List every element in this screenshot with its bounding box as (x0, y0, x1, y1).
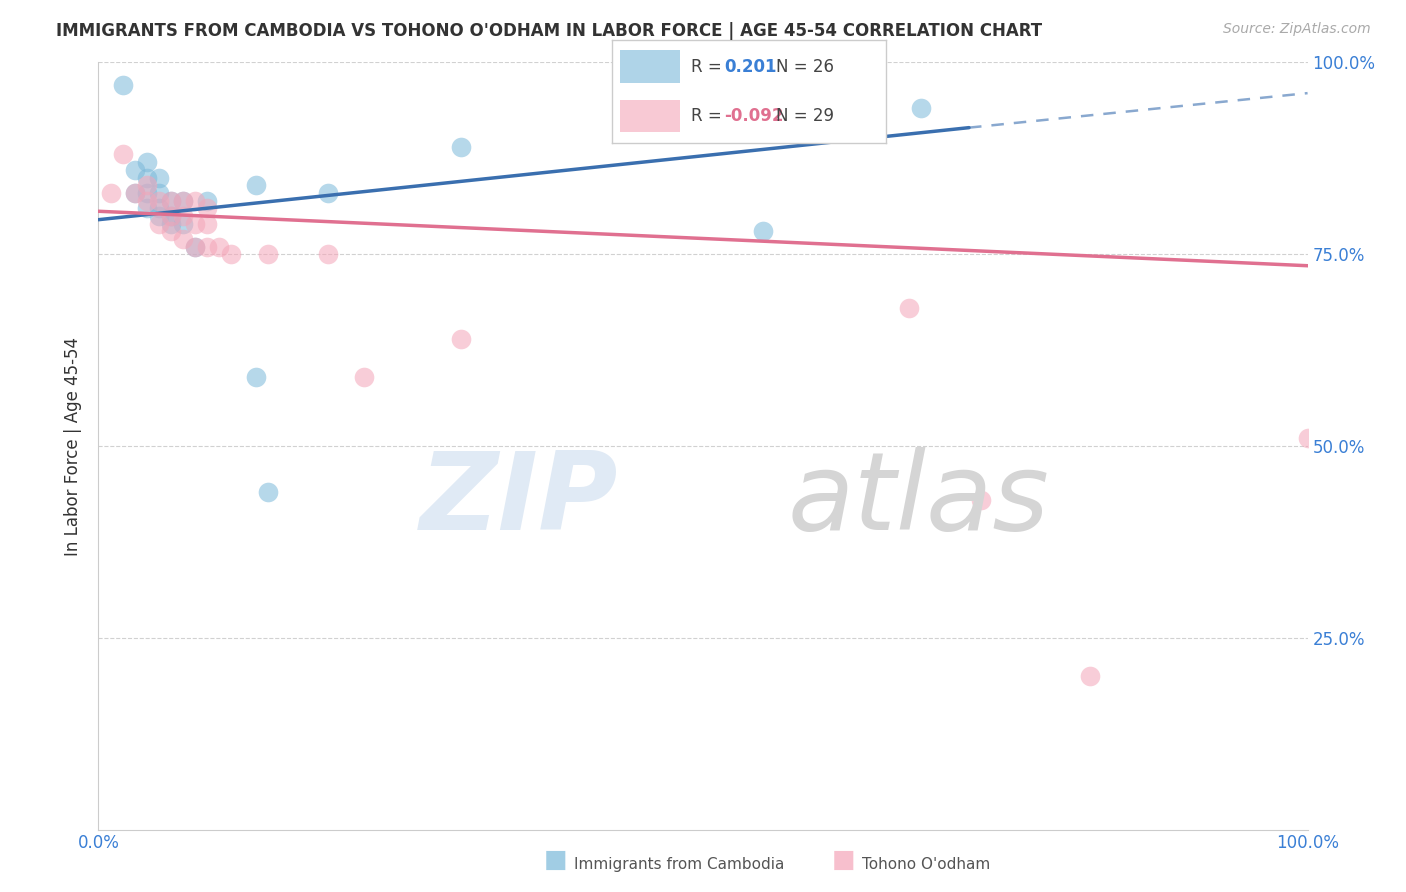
Point (148, 194, 170, 208)
Point (100, 186, 122, 200)
Point (148, 209, 170, 223)
Text: 0.201: 0.201 (724, 58, 776, 76)
Point (256, 485, 278, 500)
Bar (620, 50, 681, 83)
Point (172, 209, 194, 223)
Point (184, 194, 207, 208)
Point (148, 170, 170, 185)
Point (135, 194, 157, 208)
Text: R =: R = (692, 107, 727, 125)
Point (135, 178, 157, 193)
Point (897, 301, 920, 315)
Point (111, 147, 134, 161)
Point (160, 209, 183, 223)
Point (135, 155, 157, 169)
Point (124, 186, 146, 200)
Point (135, 186, 157, 200)
Point (172, 194, 194, 208)
Text: ■: ■ (544, 848, 567, 872)
Point (245, 178, 267, 193)
Point (184, 217, 207, 231)
Text: Tohono O'odham: Tohono O'odham (862, 857, 990, 872)
Point (160, 217, 183, 231)
Point (195, 194, 218, 208)
Text: N = 26: N = 26 (776, 58, 834, 76)
Point (148, 201, 170, 215)
Point (160, 209, 183, 223)
Y-axis label: In Labor Force | Age 45-54: In Labor Force | Age 45-54 (65, 336, 83, 556)
Text: ■: ■ (832, 848, 855, 872)
Text: Source: ZipAtlas.com: Source: ZipAtlas.com (1223, 22, 1371, 37)
Point (184, 239, 207, 253)
Point (752, 224, 775, 238)
Point (316, 186, 339, 200)
Point (124, 186, 146, 200)
Text: R =: R = (692, 58, 727, 76)
Text: -0.092: -0.092 (724, 107, 783, 125)
Text: N = 29: N = 29 (776, 107, 834, 125)
Point (450, 140, 472, 154)
Point (172, 232, 194, 246)
Point (160, 224, 183, 238)
Point (172, 217, 194, 231)
Text: ZIP: ZIP (420, 447, 619, 553)
Point (450, 332, 472, 346)
Bar (620, 100, 681, 132)
Point (160, 194, 183, 208)
Text: IMMIGRANTS FROM CAMBODIA VS TOHONO O'ODHAM IN LABOR FORCE | AGE 45-54 CORRELATIO: IMMIGRANTS FROM CAMBODIA VS TOHONO O'ODH… (56, 22, 1042, 40)
Point (316, 247, 339, 261)
Point (124, 162, 146, 177)
Point (208, 239, 231, 253)
Point (135, 201, 157, 215)
Point (1078, 669, 1101, 683)
Point (195, 201, 218, 215)
Point (184, 239, 207, 253)
Text: atlas: atlas (787, 447, 1049, 552)
Point (245, 370, 267, 384)
Point (148, 217, 170, 231)
Point (135, 170, 157, 185)
Point (256, 247, 278, 261)
Point (195, 239, 218, 253)
Point (111, 78, 134, 93)
Point (172, 194, 194, 208)
Point (353, 370, 375, 384)
Point (1296, 431, 1319, 445)
Point (910, 102, 932, 116)
Point (195, 217, 218, 231)
Text: Immigrants from Cambodia: Immigrants from Cambodia (574, 857, 785, 872)
Point (221, 247, 243, 261)
Point (970, 492, 993, 507)
Point (160, 194, 183, 208)
Point (148, 186, 170, 200)
